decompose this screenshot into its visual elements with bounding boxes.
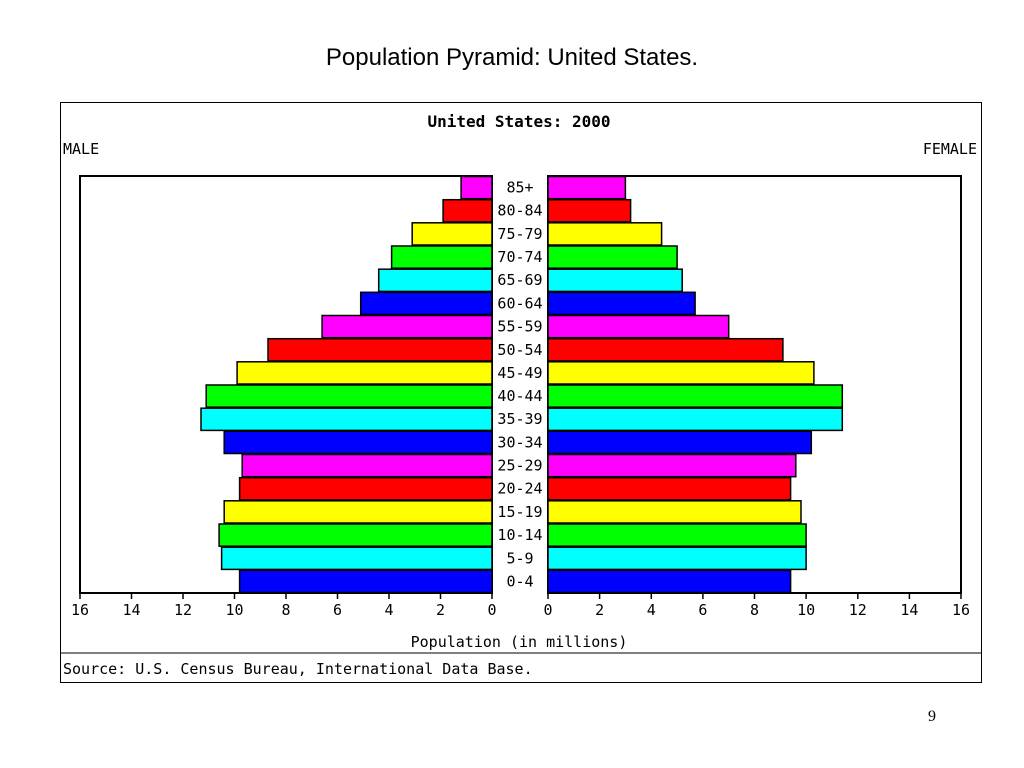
male-tick-label: 10 bbox=[225, 601, 243, 619]
female-bar bbox=[547, 430, 813, 455]
female-bar bbox=[547, 523, 807, 547]
female-bar bbox=[547, 222, 663, 246]
age-group-label: 35-39 bbox=[497, 410, 542, 428]
female-bar bbox=[547, 407, 844, 432]
female-bar bbox=[547, 546, 807, 571]
male-bar bbox=[390, 245, 493, 269]
female-tick-label: 12 bbox=[849, 601, 867, 619]
chart-title: United States: 2000 bbox=[427, 112, 610, 131]
female-bar bbox=[547, 268, 683, 293]
male-bar bbox=[411, 222, 493, 246]
male-bar bbox=[200, 407, 493, 432]
female-bar bbox=[547, 384, 844, 408]
age-group-label: 55-59 bbox=[497, 318, 542, 336]
age-group-labels: 0-4 5-9 10-14 15-19 20-24 25-29 30-34 35-39 40-4… bbox=[497, 179, 542, 591]
female-axis-ticks: 0 2 4 6 8 10 12 14 16 bbox=[543, 593, 970, 619]
male-bar bbox=[460, 175, 493, 200]
female-tick-label: 2 bbox=[595, 601, 604, 619]
female-label: FEMALE bbox=[923, 140, 977, 158]
age-group-label: 70-74 bbox=[497, 248, 542, 266]
male-bar bbox=[321, 314, 493, 339]
female-tick-label: 4 bbox=[647, 601, 656, 619]
female-bar bbox=[547, 569, 792, 594]
male-bar bbox=[238, 476, 493, 501]
chart-canvas: United States: 2000 MALE FEMALE 0-4 5-9 10… bbox=[61, 112, 981, 678]
male-bar bbox=[241, 453, 493, 478]
age-group-label: 5-9 bbox=[506, 549, 533, 567]
age-group-label: 80-84 bbox=[497, 202, 542, 220]
age-group-label: 40-44 bbox=[497, 387, 542, 405]
age-group-label: 45-49 bbox=[497, 364, 542, 382]
age-group-label: 30-34 bbox=[497, 433, 542, 451]
x-axis-label: Population (in millions) bbox=[411, 633, 628, 651]
male-tick-label: 6 bbox=[333, 601, 342, 619]
age-group-label: 20-24 bbox=[497, 480, 542, 498]
male-bar bbox=[223, 430, 493, 455]
male-bar bbox=[377, 268, 493, 293]
age-group-label: 50-54 bbox=[497, 341, 542, 359]
age-group-label: 15-19 bbox=[497, 503, 542, 521]
female-tick-label: 16 bbox=[952, 601, 970, 619]
female-bars bbox=[547, 175, 844, 594]
age-group-label: 25-29 bbox=[497, 457, 542, 475]
male-bars bbox=[200, 175, 493, 594]
age-group-label: 75-79 bbox=[497, 225, 542, 243]
male-tick-label: 2 bbox=[436, 601, 445, 619]
male-tick-label: 12 bbox=[174, 601, 192, 619]
male-bar bbox=[267, 337, 493, 362]
female-tick-label: 10 bbox=[797, 601, 815, 619]
female-tick-label: 8 bbox=[750, 601, 759, 619]
female-bar bbox=[547, 291, 696, 316]
female-bar bbox=[547, 314, 730, 339]
male-bar bbox=[359, 291, 493, 316]
female-tick-label: 14 bbox=[900, 601, 918, 619]
female-bar bbox=[547, 453, 797, 478]
age-group-label: 0-4 bbox=[506, 572, 533, 590]
population-pyramid-chart: United States: 2000 MALE FEMALE 0-4 5-9 10… bbox=[60, 102, 982, 683]
source-note: Source: U.S. Census Bureau, Internationa… bbox=[63, 660, 533, 678]
female-bar bbox=[547, 245, 678, 269]
female-tick-label: 6 bbox=[698, 601, 707, 619]
male-bar bbox=[223, 500, 493, 524]
age-group-label: 60-64 bbox=[497, 294, 542, 312]
male-axis-ticks: 0 2 4 6 8 10 12 14 16 bbox=[71, 593, 497, 619]
male-tick-label: 14 bbox=[122, 601, 140, 619]
male-tick-label: 8 bbox=[281, 601, 290, 619]
male-bar bbox=[220, 546, 493, 571]
female-bar bbox=[547, 198, 632, 223]
female-bar bbox=[547, 361, 815, 385]
age-group-label: 10-14 bbox=[497, 526, 542, 544]
male-bar bbox=[218, 523, 493, 547]
female-bar bbox=[547, 500, 802, 524]
male-bar bbox=[238, 569, 493, 594]
female-bar bbox=[547, 337, 784, 362]
age-group-label: 85+ bbox=[506, 179, 533, 197]
male-bar bbox=[236, 361, 493, 385]
male-label: MALE bbox=[63, 140, 99, 158]
male-tick-label: 16 bbox=[71, 601, 89, 619]
male-tick-label: 4 bbox=[384, 601, 393, 619]
slide-title: Population Pyramid: United States. bbox=[325, 44, 699, 71]
male-bar bbox=[205, 384, 493, 408]
female-bar bbox=[547, 476, 792, 501]
page-number: 9 bbox=[928, 708, 936, 725]
female-bar bbox=[547, 175, 627, 200]
female-tick-label: 0 bbox=[543, 601, 552, 619]
male-bar bbox=[442, 198, 493, 223]
male-tick-label: 0 bbox=[487, 601, 496, 619]
age-group-label: 65-69 bbox=[497, 271, 542, 289]
